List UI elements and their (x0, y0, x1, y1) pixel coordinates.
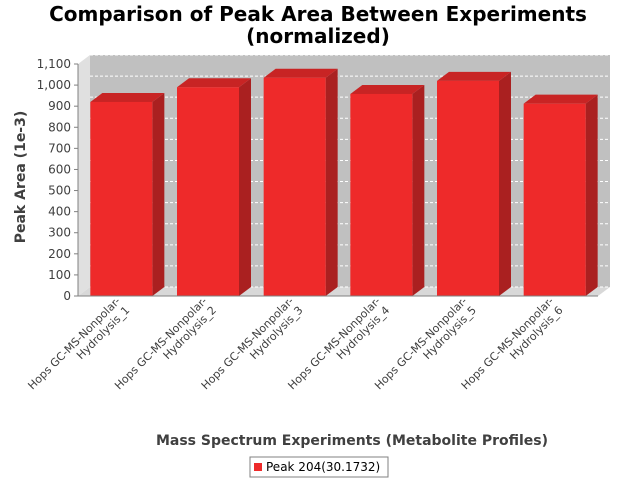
y-tick-label: 0 (63, 289, 71, 303)
bar-side (239, 78, 251, 296)
bar-top (177, 78, 251, 88)
legend: Peak 204(30.1732) (249, 456, 389, 478)
y-tick-label: 200 (48, 247, 71, 261)
bar-series (90, 68, 598, 296)
bar-front (90, 101, 153, 296)
y-tick-label: 400 (48, 205, 71, 219)
bar-side (499, 71, 511, 296)
bar-side (412, 84, 425, 296)
y-tick-label: 600 (48, 162, 71, 176)
bar-side (585, 94, 598, 296)
y-tick-label: 100 (48, 268, 71, 282)
bar (177, 78, 251, 296)
y-tick-label: 1,100 (37, 57, 71, 71)
bar-front (523, 103, 586, 296)
bar-top (437, 71, 511, 81)
bar-side (152, 92, 165, 296)
bar-top (263, 68, 338, 78)
bar-top (523, 94, 598, 104)
y-tick-label: 1,000 (37, 78, 71, 92)
bar (350, 84, 425, 296)
y-tick-label: 900 (48, 99, 71, 113)
gridlines (90, 54, 610, 288)
chart-title-line-1: Comparison of Peak Area Between Experime… (49, 2, 587, 26)
y-axis: 0 100 200 300 400 500 600 700 800 900 1,000 1,100 (37, 57, 79, 303)
y-axis-title: Peak Area (1e-3) (13, 111, 29, 244)
bar-side (325, 68, 338, 296)
y-tick-label: 800 (48, 120, 71, 134)
bar-front (350, 93, 413, 296)
legend-box (249, 456, 389, 478)
legend-entry: Peak 204(30.1732) (266, 460, 380, 474)
chart-title-line-2: (normalized) (246, 24, 390, 48)
bar-front (263, 77, 326, 296)
y-tick-label: 500 (48, 184, 71, 198)
bar-top (90, 92, 165, 102)
bar-front (437, 80, 499, 296)
bar-front (177, 87, 239, 296)
x-axis-title: Mass Spectrum Experiments (Metabolite Pr… (156, 433, 548, 449)
plot-side-wall (78, 55, 90, 296)
bar (437, 71, 511, 296)
bar (523, 94, 598, 296)
y-tick-label: 700 (48, 141, 71, 155)
x-tick-label-line: Hops GC-MS-Nonpolar- (25, 295, 123, 393)
bar-top (350, 84, 425, 94)
bar (90, 92, 165, 296)
bar (263, 68, 338, 296)
legend-swatch (254, 463, 262, 471)
y-tick-label: 300 (48, 226, 71, 240)
